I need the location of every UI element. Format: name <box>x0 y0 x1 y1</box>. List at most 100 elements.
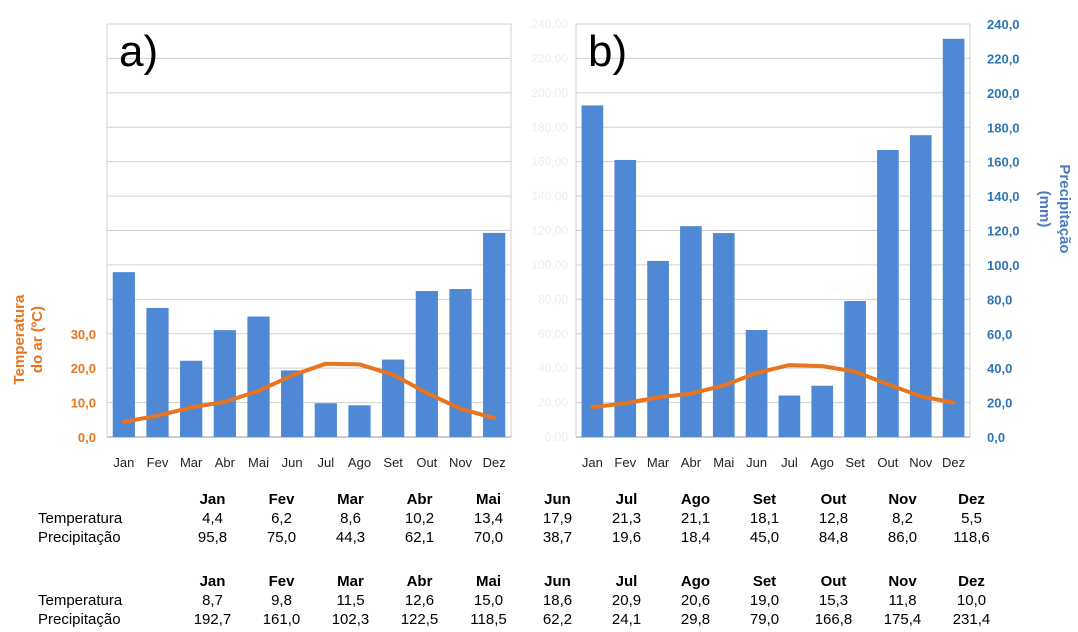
y-tick-label-left: 100,00 <box>531 258 568 272</box>
x-tick-label: Out <box>416 455 437 470</box>
table-cell: 19,6 <box>611 529 642 546</box>
header-cell: Set <box>752 573 777 590</box>
y-tick-label-left: 20,00 <box>538 396 568 410</box>
y-tick-label-left: 240,00 <box>531 17 568 31</box>
precip-bar <box>281 370 304 437</box>
table-cell: 62,2 <box>542 611 573 628</box>
y-tick-label-left: 10,0 <box>71 396 96 411</box>
y-tick-label-right: 60,0 <box>987 327 1012 342</box>
header-cell: Set <box>752 491 777 508</box>
table-cell: 231,4 <box>952 611 991 628</box>
table-cell: 8,7 <box>202 592 223 609</box>
x-tick-label: Fev <box>147 455 169 470</box>
y-tick-label-right: 240,0 <box>987 17 1020 32</box>
y-tick-label-right: 180,0 <box>987 120 1020 135</box>
table-cell: 79,0 <box>749 611 780 628</box>
panel-label: a) <box>119 27 158 76</box>
y-tick-label-left: 180,00 <box>531 120 568 134</box>
table-cell: 38,7 <box>542 529 573 546</box>
precip-bar <box>877 149 899 437</box>
y-tick-label-left: 40,00 <box>538 361 568 375</box>
y-axis-title-right: Precipitação <box>1056 164 1073 253</box>
y-axis-title-left: Temperatura <box>11 294 28 384</box>
row-label: Temperatura <box>38 510 123 527</box>
x-tick-label: Ago <box>811 455 834 470</box>
header-cell: Abr <box>406 491 433 508</box>
panel-label: b) <box>588 27 627 76</box>
precip-bar <box>745 329 768 437</box>
header-cell: Ago <box>680 573 711 590</box>
y-axis-title-left: do ar (ºC) <box>29 306 46 373</box>
precip-bar <box>314 403 337 437</box>
header-cell: Mai <box>475 491 501 508</box>
table-cell: 13,4 <box>473 510 504 527</box>
header-cell: Jun <box>544 573 571 590</box>
table-cell: 10,2 <box>404 510 435 527</box>
table-cell: 11,8 <box>888 592 917 609</box>
header-cell: Jun <box>544 491 571 508</box>
y-tick-label-left: 140,00 <box>531 189 568 203</box>
table-cell: 70,0 <box>473 529 504 546</box>
precip-bar <box>778 395 801 437</box>
x-tick-label: Jun <box>282 455 303 470</box>
header-cell: Mai <box>475 573 501 590</box>
x-tick-label: Fev <box>614 455 636 470</box>
table-cell: 10,0 <box>956 592 987 609</box>
y-tick-label-left: 20,0 <box>71 361 96 376</box>
table-cell: 18,6 <box>542 592 573 609</box>
table-row: Temperatura 4,4 6,2 8,6 10,2 13,4 17,9 2… <box>38 509 1006 528</box>
precip-bar <box>581 105 604 437</box>
table-cell: 161,0 <box>262 611 301 628</box>
header-cell: Mar <box>337 573 364 590</box>
table-cell: 84,8 <box>818 529 849 546</box>
precip-bar <box>112 272 135 437</box>
table-cell: 118,6 <box>953 529 990 546</box>
y-tick-label-right: 160,0 <box>987 155 1020 170</box>
table-cell: 12,8 <box>818 510 849 527</box>
header-cell: Mar <box>337 491 364 508</box>
precip-bar <box>247 316 270 437</box>
y-tick-label-right: 120,0 <box>987 224 1020 239</box>
table-cell: 122,5 <box>400 611 439 628</box>
x-tick-label: Jul <box>318 455 335 470</box>
x-tick-label: Out <box>877 455 898 470</box>
table-cell: 20,6 <box>680 592 711 609</box>
precip-bar <box>844 301 866 437</box>
precip-bar <box>449 289 472 437</box>
precip-bar <box>180 360 203 437</box>
y-tick-label-left: 30,0 <box>71 327 96 342</box>
header-cell: Nov <box>888 573 917 590</box>
table-cell: 175,4 <box>883 611 922 628</box>
table-cell: 18,4 <box>680 529 711 546</box>
table-cell: 29,8 <box>680 611 711 628</box>
precip-bar <box>348 405 371 437</box>
x-tick-label: Dez <box>483 455 506 470</box>
x-tick-label: Mai <box>713 455 734 470</box>
x-tick-label: Mai <box>248 455 269 470</box>
table-cell: 5,5 <box>961 510 982 527</box>
y-tick-label-right: 140,0 <box>987 189 1020 204</box>
row-label: Temperatura <box>38 592 123 609</box>
x-tick-label: Abr <box>681 455 702 470</box>
data-table-a: Jan Fev Mar Abr Mai Jun Jul Ago Set Out … <box>38 490 1006 547</box>
table-cell: 15,3 <box>818 592 849 609</box>
table-cell: 75,0 <box>266 529 297 546</box>
x-tick-label: Mar <box>647 455 670 470</box>
precip-bar <box>647 260 669 437</box>
precip-bar <box>415 291 438 437</box>
table-cell: 15,0 <box>473 592 504 609</box>
header-cell: Fev <box>268 491 295 508</box>
data-table-b: Jan Fev Mar Abr Mai Jun Jul Ago Set Out … <box>38 572 1006 629</box>
header-cell: Out <box>820 573 847 590</box>
x-tick-label: Nov <box>449 455 473 470</box>
y-tick-label-left: 120,00 <box>531 224 568 238</box>
x-tick-label: Dez <box>942 455 965 470</box>
table-cell: 18,1 <box>749 510 780 527</box>
table-cell: 8,2 <box>892 510 913 527</box>
table-cell: 102,3 <box>331 611 370 628</box>
table-cell: 166,8 <box>814 611 853 628</box>
y-tick-label-right: 100,0 <box>987 258 1020 273</box>
temperature-line <box>590 363 956 410</box>
table-cell: 6,2 <box>271 510 292 527</box>
y-tick-label-left: 80,00 <box>538 292 568 306</box>
